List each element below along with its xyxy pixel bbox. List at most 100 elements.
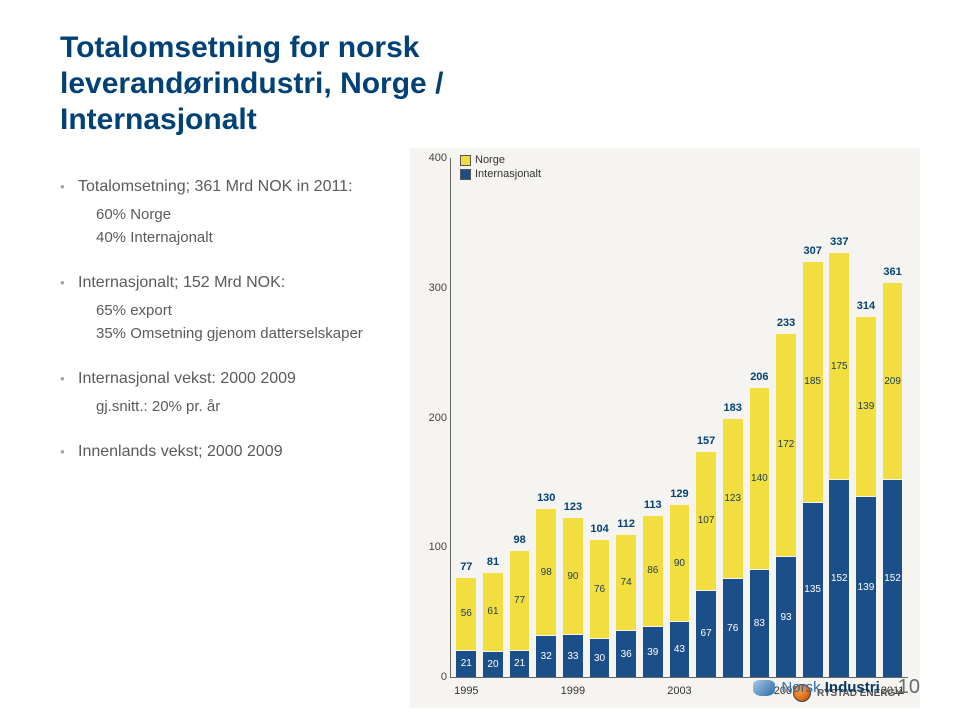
page-number: 10 bbox=[898, 676, 920, 699]
bullet-subitem: 60% Norge bbox=[96, 206, 400, 223]
bar-segment-norge: 76 bbox=[590, 539, 610, 638]
chart-plot-area: 2156771995206181217798329813033901231999… bbox=[450, 158, 908, 678]
bars-area: 2156771995206181217798329813033901231999… bbox=[451, 158, 908, 677]
y-tick-label: 0 bbox=[417, 671, 447, 683]
bar-segment-norge: 90 bbox=[670, 504, 690, 621]
y-tick-label: 400 bbox=[417, 152, 447, 164]
norsk-industri-logo: Norsk Industri bbox=[753, 679, 879, 696]
bar-stack: 67107157 bbox=[696, 451, 716, 677]
bar-segment-norge: 74 bbox=[616, 534, 636, 630]
bar-stack: 83140206 bbox=[750, 387, 770, 677]
bullet-item: Innenlands vekst; 2000 2009 bbox=[60, 443, 400, 461]
bar-stack: 4390129 bbox=[670, 504, 690, 677]
bar-column: 3674 112 bbox=[613, 158, 640, 677]
bar-total-label: 81 bbox=[483, 556, 503, 568]
bar-total-label: 183 bbox=[723, 402, 743, 414]
bar-segment-intl: 83 bbox=[750, 569, 770, 677]
slide-title: Totalomsetning for norsk leverandørindus… bbox=[60, 30, 920, 138]
x-tick-label: 2003 bbox=[666, 685, 693, 697]
bar-segment-norge: 140 bbox=[750, 387, 770, 569]
slide-footer: Norsk Industri 10 bbox=[753, 676, 920, 699]
bar-stack: 215677 bbox=[456, 577, 476, 677]
bar-total-label: 157 bbox=[696, 435, 716, 447]
x-tick-label: 1999 bbox=[560, 685, 587, 697]
bar-segment-intl: 36 bbox=[616, 630, 636, 677]
bar-column: 135185 307 bbox=[799, 158, 826, 677]
bar-segment-intl: 32 bbox=[536, 635, 556, 677]
bullet-list: Totalomsetning; 361 Mrd NOK in 2011: 60% … bbox=[60, 148, 400, 708]
bar-column: 3298130 bbox=[533, 158, 560, 677]
logo-icon bbox=[753, 680, 775, 696]
bullet-subitem: gj.snitt.: 20% pr. år bbox=[96, 398, 400, 415]
bullet-subitem: 40% Internajonalt bbox=[96, 229, 400, 246]
bullet-sublist: gj.snitt.: 20% pr. år bbox=[78, 398, 400, 415]
bar-segment-intl: 39 bbox=[643, 626, 663, 677]
bar-segment-norge: 139 bbox=[856, 316, 876, 497]
bar-stack: 3674112 bbox=[616, 534, 636, 677]
bar-column: 76123183 bbox=[719, 158, 746, 677]
bar-segment-intl: 93 bbox=[776, 556, 796, 677]
bar-segment-intl: 67 bbox=[696, 590, 716, 677]
y-tick-label: 300 bbox=[417, 282, 447, 294]
bar-column: 1522093612011 bbox=[879, 158, 906, 677]
bar-column: 217798 bbox=[506, 158, 533, 677]
bar-segment-intl: 20 bbox=[483, 651, 503, 677]
logo-text-light: Norsk bbox=[781, 679, 824, 696]
bar-column: 139139 314 bbox=[853, 158, 880, 677]
revenue-chart: NorgeInternasjonalt 21567719952061812177… bbox=[410, 148, 920, 708]
bar-stack: 206181 bbox=[483, 572, 503, 677]
bar-segment-intl: 152 bbox=[883, 479, 903, 677]
bullet-text: Totalomsetning; 361 Mrd NOK in 2011: bbox=[78, 178, 400, 196]
bullet-subitem: 65% export bbox=[96, 302, 400, 319]
bar-column: 931722332007 bbox=[773, 158, 800, 677]
bar-total-label: 206 bbox=[750, 371, 770, 383]
bar-column: 43901292003 bbox=[666, 158, 693, 677]
bar-stack: 93172233 bbox=[776, 333, 796, 677]
bar-segment-norge: 90 bbox=[563, 517, 583, 634]
bar-total-label: 123 bbox=[563, 501, 583, 513]
bar-segment-norge: 56 bbox=[456, 577, 476, 650]
bullet-text: Internasjonal vekst: 2000 2009 bbox=[78, 370, 400, 388]
bar-segment-norge: 86 bbox=[643, 515, 663, 627]
bar-total-label: 112 bbox=[616, 518, 636, 530]
bar-segment-norge: 175 bbox=[829, 252, 849, 480]
bar-stack: 217798 bbox=[510, 550, 530, 677]
bar-stack: 152209361 bbox=[883, 282, 903, 677]
bar-segment-norge: 185 bbox=[803, 261, 823, 502]
bar-segment-intl: 135 bbox=[803, 502, 823, 678]
bullet-item: Internasjonalt; 152 Mrd NOK:65% export35… bbox=[60, 274, 400, 342]
bar-stack: 3298130 bbox=[536, 508, 556, 677]
bar-total-label: 337 bbox=[829, 236, 849, 248]
bullet-item: Totalomsetning; 361 Mrd NOK in 2011: 60% … bbox=[60, 178, 400, 246]
logo-text-bold: Industri bbox=[825, 679, 880, 696]
bar-stack: 139139314 bbox=[856, 316, 876, 677]
x-tick-label: 1995 bbox=[453, 685, 480, 697]
bar-total-label: 361 bbox=[883, 266, 903, 278]
bar-segment-norge: 123 bbox=[723, 418, 743, 578]
bar-stack: 3076104 bbox=[590, 539, 610, 677]
bar-column: 83140 206 bbox=[746, 158, 773, 677]
bar-total-label: 98 bbox=[510, 534, 530, 546]
bar-column: 67107 157 bbox=[693, 158, 720, 677]
bar-stack: 135185307 bbox=[803, 261, 823, 677]
bar-segment-norge: 61 bbox=[483, 572, 503, 651]
bar-segment-intl: 33 bbox=[563, 634, 583, 677]
bullet-subitem: 35% Omsetning gjenom datterselskaper bbox=[96, 325, 400, 342]
y-tick-label: 200 bbox=[417, 412, 447, 424]
bar-segment-norge: 107 bbox=[696, 451, 716, 590]
bar-segment-intl: 152 bbox=[829, 479, 849, 677]
bar-segment-norge: 209 bbox=[883, 282, 903, 480]
bar-segment-intl: 43 bbox=[670, 621, 690, 677]
bar-column: 3986113 bbox=[639, 158, 666, 677]
bullet-sublist: 60% Norge 40% Internajonalt bbox=[78, 206, 400, 246]
bar-total-label: 130 bbox=[536, 492, 556, 504]
bar-total-label: 314 bbox=[856, 300, 876, 312]
bar-segment-intl: 21 bbox=[510, 650, 530, 677]
bar-segment-intl: 139 bbox=[856, 496, 876, 677]
bar-total-label: 104 bbox=[590, 523, 610, 535]
bar-total-label: 307 bbox=[803, 245, 823, 257]
bar-stack: 3390123 bbox=[563, 517, 583, 677]
bullet-sublist: 65% export 35% Omsetning gjenom dattersel… bbox=[78, 302, 400, 342]
bar-column: 152175 337 bbox=[826, 158, 853, 677]
bar-segment-intl: 21 bbox=[456, 650, 476, 677]
